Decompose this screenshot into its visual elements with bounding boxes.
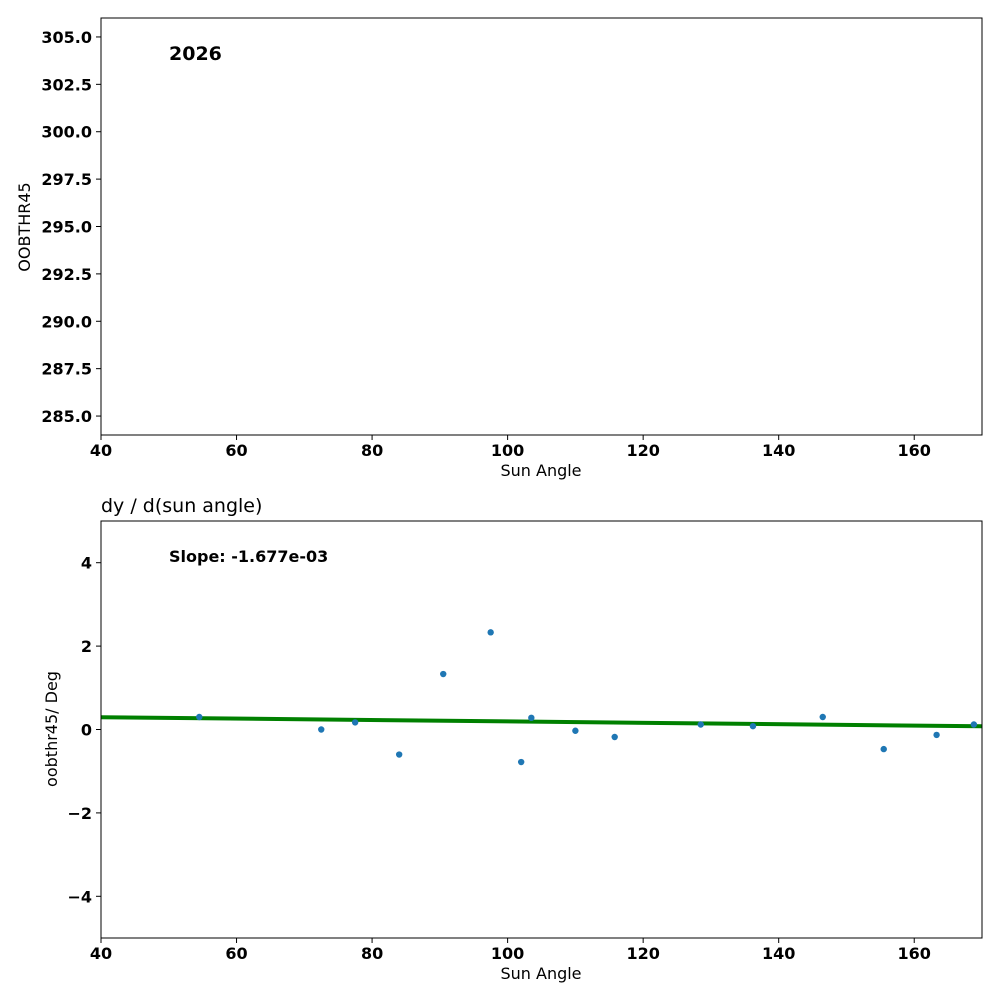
bottom-x-tick-label: 60: [225, 944, 247, 963]
data-point: [749, 722, 757, 730]
bottom-x-tick-label: 120: [626, 944, 659, 963]
data-point: [970, 721, 978, 728]
top-y-tick-label: 290.0: [41, 312, 92, 331]
bottom-x-tick-label: 100: [491, 944, 524, 963]
bottom-x-axis-label: Sun Angle: [500, 964, 581, 983]
top-x-tick-label: 120: [626, 441, 659, 460]
bottom-y-tick-label: 4: [81, 554, 92, 573]
top-y-tick-label: 295.0: [41, 218, 92, 237]
data-point: [395, 751, 403, 758]
slope-annotation: Slope: -1.677e-03: [169, 547, 328, 566]
data-point: [933, 731, 940, 739]
top-y-tick-label: 297.5: [41, 170, 92, 189]
top-panel: 40 60 80 100 120 140 160 285.0 287.5 290.0 292.5 29…: [15, 17, 983, 480]
top-y-tick-label: 300.0: [41, 123, 92, 142]
top-x-tick-label: 140: [762, 441, 795, 460]
bottom-y-tick-label: 0: [81, 721, 92, 740]
top-x-tick-label: 160: [898, 441, 931, 460]
bottom-y-axis-label: oobthr45/ Deg: [42, 671, 61, 787]
bottom-y-tick-label: −4: [67, 887, 92, 906]
bottom-x-tick-label: 40: [90, 944, 112, 963]
fit-line: [101, 715, 982, 729]
data-point: [611, 733, 618, 741]
bottom-panel-plot-area: [101, 629, 982, 766]
top-y-tick-label: 305.0: [41, 28, 92, 47]
data-point: [440, 670, 447, 678]
top-x-tick-label: 80: [361, 441, 383, 460]
top-panel-ticks: 40 60 80 100 120 140 160 285.0 287.5 290.0 292.5 29…: [41, 28, 931, 460]
data-point: [528, 714, 535, 722]
top-y-tick-label: 302.5: [41, 75, 92, 94]
top-x-tick-label: 60: [225, 441, 247, 460]
top-x-axis-label: Sun Angle: [500, 461, 581, 480]
bottom-y-tick-label: −2: [67, 804, 92, 823]
data-point: [351, 719, 359, 726]
top-x-tick-label: 40: [90, 441, 112, 460]
bottom-x-tick-label: 160: [898, 944, 931, 963]
data-point: [697, 721, 704, 728]
year-annotation: 2026: [169, 43, 222, 65]
bottom-panel: dy / d(sun angle) 40 60 80 100 120 140 160−4−2…: [42, 495, 983, 983]
data-point: [196, 713, 203, 721]
bottom-x-tick-label: 80: [361, 944, 383, 963]
bottom-y-tick-label: 2: [81, 637, 92, 656]
bottom-panel-ticks: 40 60 80 100 120 140 160 −4 −2 0 2 4: [67, 554, 930, 963]
top-y-tick-label: 287.5: [41, 360, 92, 379]
data-point: [517, 758, 525, 766]
data-point: [880, 745, 887, 753]
bottom-x-tick-label: 140: [762, 944, 795, 963]
top-y-tick-label: 285.0: [41, 407, 92, 426]
bottom-panel-title: dy / d(sun angle): [101, 495, 262, 517]
data-point: [819, 713, 826, 721]
top-y-tick-label: 292.5: [41, 265, 92, 284]
top-y-axis-label: OOBTHR45: [15, 182, 34, 271]
data-point: [572, 727, 579, 734]
top-x-tick-label: 100: [491, 441, 524, 460]
data-point: [318, 726, 325, 733]
data-point: [487, 629, 494, 636]
